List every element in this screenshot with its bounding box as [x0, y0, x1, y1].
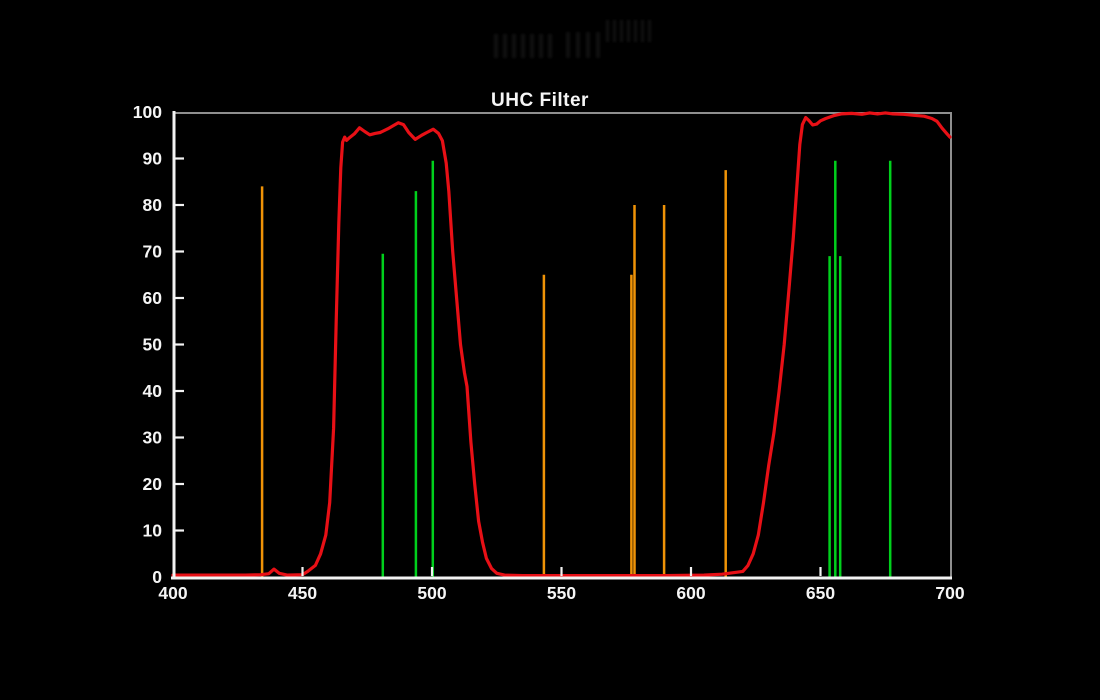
chart-title: UHC Filter	[491, 90, 589, 111]
faint-watermark	[488, 12, 656, 60]
y-tick-label-10: 10	[143, 521, 163, 541]
y-tick-label-80: 80	[143, 195, 163, 215]
plot-frame-top-right	[173, 112, 952, 577]
filter-transmission-curve	[171, 111, 952, 578]
y-tick-label-50: 50	[143, 335, 163, 355]
watermark-smudge	[566, 32, 600, 58]
y-tick-label-70: 70	[143, 242, 163, 262]
axes	[171, 111, 952, 580]
x-tick-label-600: 600	[676, 583, 705, 603]
y-tick-label-30: 30	[143, 428, 163, 448]
light-pollution-emission-lines	[260, 170, 727, 577]
x-tick-label-650: 650	[806, 583, 835, 603]
nebula-emission-lines	[381, 160, 892, 577]
y-tick-label-60: 60	[143, 288, 163, 308]
x-tick-label-550: 550	[547, 583, 576, 603]
y-tick-label-90: 90	[143, 149, 163, 169]
y-tick-label-0: 0	[152, 567, 162, 587]
y-tick-label-20: 20	[143, 474, 163, 494]
x-tick-label-500: 500	[417, 583, 446, 603]
y-tick-label-100: 100	[133, 102, 162, 122]
y-tick-label-40: 40	[143, 381, 163, 401]
y-ticks-and-labels: 0 10 20 30 40 50 60 70 80 90 100	[133, 102, 184, 587]
x-ticks-and-labels: 400 450 500 550 600 650 700	[158, 567, 965, 603]
watermark-smudge	[606, 20, 654, 42]
watermark-smudge	[494, 34, 556, 58]
x-tick-label-700: 700	[935, 583, 964, 603]
x-tick-label-400: 400	[158, 583, 187, 603]
x-tick-label-450: 450	[288, 583, 317, 603]
